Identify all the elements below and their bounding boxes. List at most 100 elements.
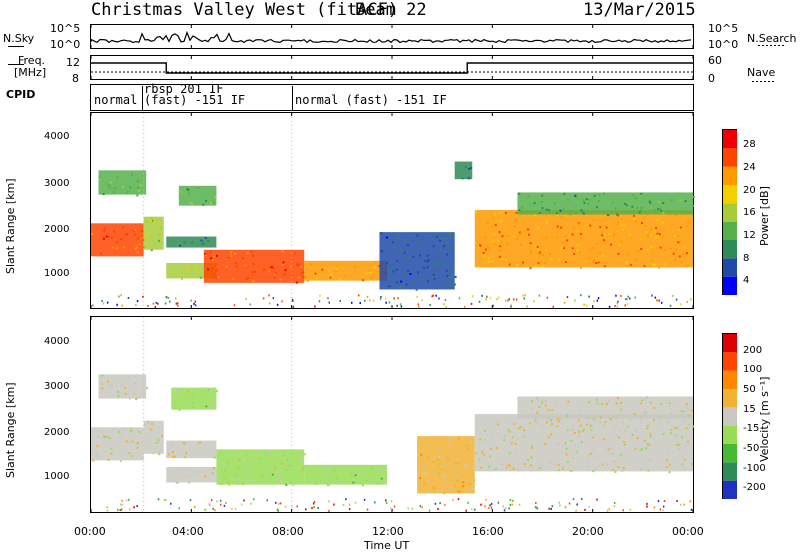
velocity-ground-speck: [437, 508, 439, 510]
velocity-speckle: [302, 466, 305, 469]
power-speckle: [112, 246, 114, 249]
power-speckle: [427, 258, 430, 261]
velocity-speckle: [197, 442, 200, 445]
velocity-speckle: [686, 403, 689, 406]
power-speckle: [622, 228, 625, 231]
velocity-speckle: [146, 387, 149, 390]
velocity-speckle: [557, 468, 560, 471]
power-speckle: [676, 235, 679, 238]
velocity-speckle: [530, 464, 532, 467]
power-speckle: [540, 201, 543, 203]
velocity-speckle: [462, 481, 465, 484]
power-colorbar-segment: [723, 240, 737, 259]
power-speckle: [482, 251, 485, 254]
power-speckle: [136, 187, 139, 189]
velocity-ground-speck: [444, 504, 446, 506]
velocity-speckle: [420, 453, 423, 456]
power-speckle: [533, 202, 536, 205]
velocity-speckle: [630, 436, 633, 439]
power-speckle: [561, 241, 564, 244]
power-speckle: [654, 236, 657, 239]
velocity-speckle: [540, 424, 543, 427]
power-speckle: [603, 265, 606, 268]
power-speckle: [381, 250, 384, 253]
power-speckle: [639, 209, 642, 212]
power-speckle: [593, 194, 596, 197]
power-speckle: [626, 253, 629, 256]
power-ground-speck: [400, 305, 403, 308]
velocity-speckle: [457, 490, 460, 493]
power-speckle: [484, 236, 487, 239]
power-speckle: [370, 277, 373, 279]
power-speckle: [506, 235, 509, 237]
power-ground-speck: [651, 294, 653, 297]
power-speckle: [111, 236, 114, 239]
power-speckle: [549, 253, 551, 256]
power-colorbar-segment: [723, 221, 737, 240]
power-speckle: [497, 239, 500, 242]
velocity-speckle: [592, 470, 595, 473]
power-speckle: [539, 261, 542, 264]
power-speckle: [443, 245, 446, 248]
velocity-colorbar-segment: [723, 480, 737, 499]
velocity-ground-speck: [662, 509, 664, 512]
velocity-speckle: [96, 445, 99, 448]
velocity-speckle: [152, 452, 155, 455]
power-speckle: [574, 194, 577, 197]
velocity-speckle: [292, 483, 295, 486]
power-speckle: [547, 209, 550, 212]
velocity-speckle: [276, 470, 278, 473]
power-ground-speck: [626, 298, 628, 301]
power-speckle: [110, 181, 113, 184]
velocity-ground-speck: [452, 499, 454, 502]
power-speckle: [283, 273, 286, 276]
velocity-speckle: [581, 430, 584, 433]
vel-ytick-3000: 3000: [44, 381, 70, 392]
velocity-speckle: [128, 376, 131, 379]
power-ground-speck: [380, 296, 382, 298]
freq-series: [91, 62, 693, 74]
power-speckle: [620, 240, 623, 243]
power-speckle: [560, 246, 563, 249]
power-ground-speck: [583, 303, 585, 306]
power-ground-speck: [616, 305, 619, 308]
velocity-colorbar-segment: [723, 352, 737, 371]
velocity-speckle: [551, 409, 554, 411]
power-speckle: [686, 252, 688, 255]
velocity-speckle: [451, 487, 454, 489]
velocity-ground-speck: [385, 499, 387, 502]
velocity-speckle: [570, 469, 573, 472]
power-speckle: [523, 230, 526, 233]
velocity-speckle: [567, 461, 569, 463]
power-speckle: [107, 184, 110, 187]
power-speckle: [501, 235, 504, 238]
power-region-9: [474, 210, 693, 268]
velocity-ground-speck: [266, 499, 268, 502]
power-ground-speck: [432, 294, 434, 297]
velocity-speckle: [592, 418, 595, 421]
velocity-speckle: [119, 460, 122, 463]
power-speckle: [230, 251, 233, 254]
power-speckle: [126, 191, 129, 194]
velocity-speckle: [328, 484, 330, 487]
power-speckle: [215, 269, 218, 272]
power-speckle: [437, 263, 440, 265]
velocity-speckle: [482, 423, 485, 426]
velocity-ground-speck: [509, 499, 512, 501]
power-speckle: [335, 265, 338, 268]
power-ground-speck: [364, 299, 366, 302]
power-speckle: [498, 231, 501, 234]
velocity-speckle: [640, 468, 643, 471]
power-speckle: [334, 270, 337, 273]
power-speckle: [635, 219, 638, 222]
velocity-ground-speck: [117, 508, 119, 511]
velocity-speckle: [677, 448, 680, 450]
power-speckle: [519, 231, 521, 234]
velocity-speckle: [107, 459, 110, 461]
cpid-label: CPID: [6, 88, 36, 101]
power-speckle: [272, 267, 275, 270]
velocity-speckle: [426, 480, 429, 482]
velocity-ground-speck: [391, 508, 394, 511]
power-speckle: [201, 243, 204, 246]
power-speckle: [242, 257, 244, 260]
